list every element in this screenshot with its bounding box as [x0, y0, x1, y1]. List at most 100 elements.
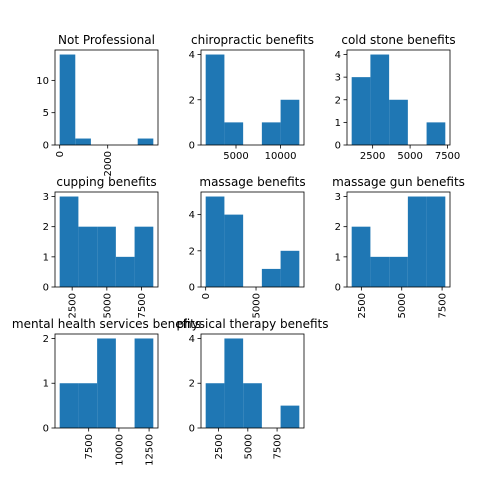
- y-tick-label: 0: [189, 283, 195, 294]
- x-tick-label: 2500: [360, 151, 385, 162]
- histogram-bar: [261, 122, 281, 145]
- subplot-title: massage gun benefits: [332, 175, 465, 189]
- y-tick-label: 10: [36, 76, 49, 87]
- x-tick-label: 5000: [223, 151, 248, 162]
- x-tick-label: 5000: [252, 293, 263, 318]
- histogram-bar: [97, 338, 116, 428]
- histogram-bar: [134, 338, 154, 428]
- x-tick-label: 2500: [68, 293, 79, 318]
- axes-frame: [54, 191, 159, 288]
- subplot-title: Not Professional: [58, 33, 155, 47]
- histogram-bar: [370, 256, 390, 287]
- y-tick-label: 2: [189, 95, 195, 106]
- subplot-title: cupping benefits: [56, 175, 156, 189]
- histogram-bar: [261, 268, 281, 287]
- x-tick-label: 7500: [84, 434, 95, 459]
- histogram-bar: [205, 54, 225, 145]
- y-tick-label: 0: [43, 283, 49, 294]
- x-tick-label: 5000: [243, 434, 254, 459]
- histogram-bar: [224, 338, 244, 428]
- histogram-bar: [224, 214, 244, 287]
- histogram-bar: [59, 383, 79, 428]
- axes-frame: [346, 49, 451, 146]
- histogram-bar: [407, 196, 427, 287]
- y-tick-label: 1: [43, 379, 49, 390]
- y-tick-label: 2: [335, 95, 341, 106]
- histogram-bar: [389, 256, 408, 287]
- histogram-bar: [280, 405, 300, 428]
- x-tick-label: 12500: [145, 434, 156, 466]
- histogram-bar: [426, 196, 446, 287]
- histogram-bar: [97, 226, 116, 287]
- y-tick-label: 5: [43, 108, 49, 119]
- y-tick-label: 0: [335, 283, 341, 294]
- subplot-5: massage gun benefits 0 1 2 3 2500 5000 7500: [332, 175, 465, 318]
- y-tick-label: 2: [43, 222, 49, 233]
- y-tick-label: 0: [335, 141, 341, 152]
- y-tick-label: 1: [335, 252, 341, 263]
- histogram-bar: [78, 226, 98, 287]
- histogram-bar: [351, 226, 371, 287]
- x-tick-label: 0: [55, 151, 66, 157]
- x-tick-label: 10000: [114, 434, 125, 466]
- y-tick-label: 4: [189, 210, 195, 221]
- y-tick-label: 3: [335, 73, 341, 84]
- x-tick-label: 10000: [265, 151, 297, 162]
- axes-frame: [200, 49, 305, 146]
- x-tick-label: 5000: [397, 293, 408, 318]
- subplot-1: chiropractic benefits 0 2 4 5000 10000: [189, 33, 314, 162]
- histogram-bar: [389, 99, 408, 145]
- y-tick-label: 2: [189, 379, 195, 390]
- histogram-bar: [134, 226, 154, 287]
- y-tick-label: 2: [335, 222, 341, 233]
- histogram-bar: [59, 196, 79, 287]
- histogram-bar: [59, 54, 76, 145]
- subplot-title: physical therapy benefits: [176, 317, 328, 331]
- x-tick-label: 7500: [137, 293, 148, 318]
- histogram-bar: [75, 138, 91, 145]
- y-tick-label: 0: [43, 424, 49, 435]
- histogram-bar: [370, 54, 390, 145]
- subplot-2: cold stone benefits 0 1 2 3 4 2500 5000 7500: [335, 33, 461, 162]
- histogram-bar: [351, 77, 371, 145]
- y-tick-label: 2: [43, 334, 49, 345]
- axes-frame: [200, 191, 305, 288]
- y-tick-label: 0: [43, 141, 49, 152]
- subplot-title: massage benefits: [199, 175, 305, 189]
- x-tick-label: 2000: [103, 151, 114, 176]
- histogram-bar: [280, 99, 300, 145]
- histogram-bar: [426, 122, 446, 145]
- y-tick-label: 3: [43, 192, 49, 203]
- x-tick-label: 2500: [214, 434, 225, 459]
- subplot-4: massage benefits 0 2 4 0 5000: [189, 175, 306, 318]
- histogram-bar: [205, 383, 225, 428]
- y-tick-label: 0: [189, 141, 195, 152]
- subplot-7: physical therapy benefits 0 2 4 2500 5000 7500: [176, 317, 328, 459]
- y-tick-label: 4: [335, 50, 341, 61]
- subplot-title: mental health services benefits: [12, 317, 201, 331]
- y-tick-label: 3: [335, 192, 341, 203]
- axes-frame: [54, 333, 159, 429]
- axes-frame: [346, 191, 451, 288]
- histogram-bar: [137, 138, 154, 145]
- histogram-bar: [280, 250, 300, 287]
- histogram-bar: [243, 383, 262, 428]
- subplot-3: cupping benefits 0 1 2 3 2500 5000 7500: [43, 175, 159, 318]
- axes-frame: [200, 333, 305, 429]
- x-tick-label: 2500: [357, 293, 368, 318]
- x-tick-label: 5000: [102, 293, 113, 318]
- x-tick-label: 7500: [438, 293, 449, 318]
- histogram-bar: [78, 383, 98, 428]
- x-tick-label: 7500: [273, 434, 284, 459]
- subplot-0: Not Professional 0 5 10 0 2000: [36, 33, 159, 176]
- subplot-title: chiropractic benefits: [191, 33, 314, 47]
- axes-frame: [54, 49, 159, 146]
- y-tick-label: 1: [335, 118, 341, 129]
- histogram-bar: [115, 256, 135, 287]
- x-tick-label: 5000: [397, 151, 422, 162]
- y-tick-label: 1: [43, 252, 49, 263]
- subplot-title: cold stone benefits: [341, 33, 455, 47]
- y-tick-label: 2: [189, 246, 195, 257]
- histogram-bar: [224, 122, 244, 145]
